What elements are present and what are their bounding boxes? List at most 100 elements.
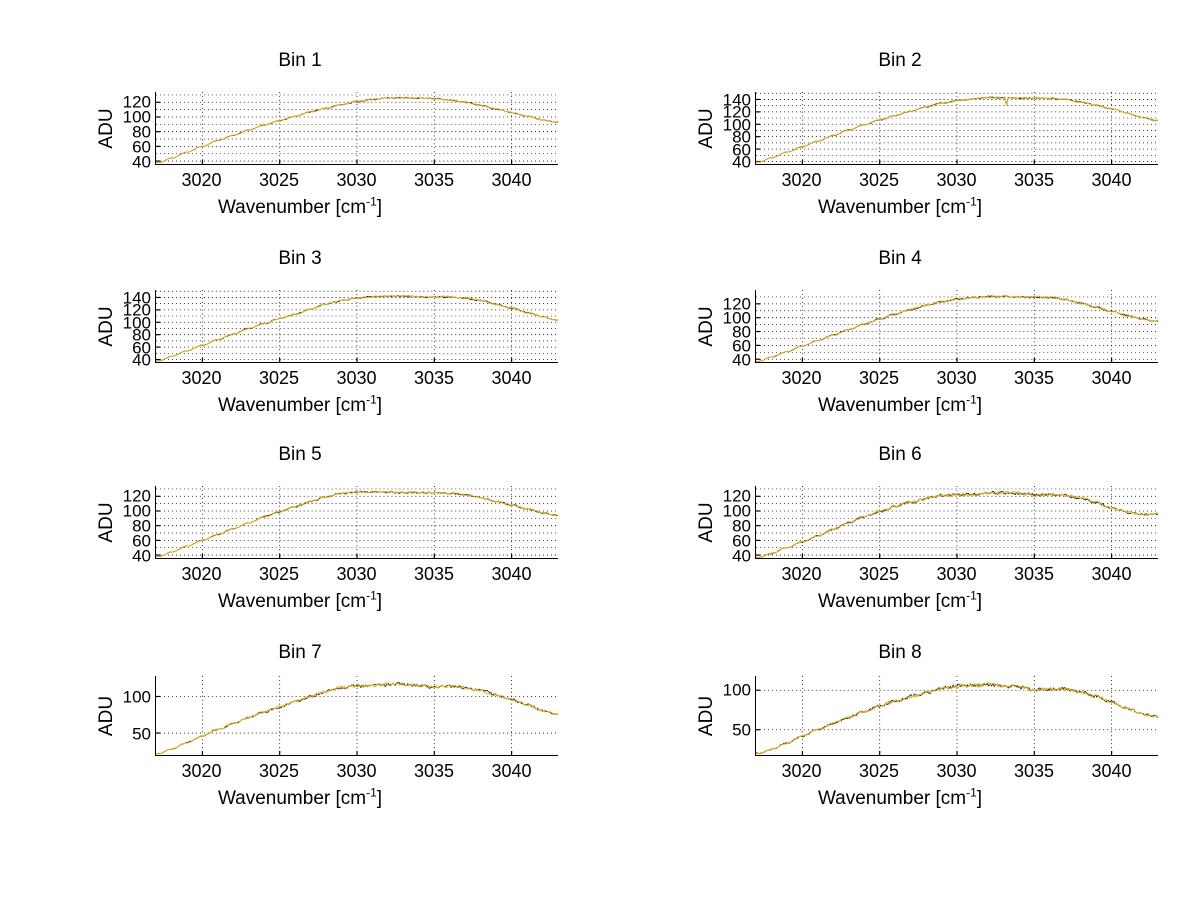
x-tick-label: 3040	[491, 564, 532, 584]
y-tick-label: 140	[722, 90, 751, 110]
x-tick-label: 3025	[258, 564, 300, 584]
subplot-title: Bin 6	[878, 444, 922, 465]
x-tick-label-group: 3020 3025 3030 3035 3040	[755, 368, 1158, 392]
x-axis-label-exponent: -1	[966, 194, 977, 209]
x-axis-label-bracket: ]	[376, 591, 383, 612]
subplot-title: Bin 5	[278, 444, 322, 465]
y-tick-label: 80	[732, 127, 751, 147]
x-tick-label: 3025	[258, 368, 300, 388]
x-tick-label: 3040	[491, 368, 532, 388]
x-axis-label-bracket: ]	[376, 395, 383, 416]
subplot-bin-4: Bin 4 ADU 40 60 80 100 120 3020 3025 3030 3035 3040…	[600, 238, 1200, 436]
y-tick-label: 100	[722, 115, 751, 135]
x-axis-label: Wavenumber [cm-1]	[600, 590, 1200, 613]
x-axis-label-text: Wavenumber [cm	[217, 395, 367, 416]
plot-canvas	[155, 676, 559, 755]
x-axis-label: Wavenumber [cm-1]	[600, 785, 1200, 810]
y-tick-label: 80	[132, 325, 151, 345]
y-tick-label: 140	[122, 288, 151, 308]
x-tick-label: 3025	[858, 368, 900, 388]
axes-area	[755, 290, 1159, 363]
subplot-bin-5: Bin 5 ADU 40 60 80 100 120 3020 3025 3030 3035 3040…	[0, 434, 600, 632]
y-tick-label: 120	[122, 300, 151, 320]
axes-area	[755, 486, 1159, 559]
x-axis-label-exponent: -1	[366, 588, 377, 603]
x-tick-label: 3030	[336, 564, 377, 584]
y-tick-label: 40	[132, 152, 151, 172]
x-tick-label-group: 3020 3025 3030 3035 3040	[155, 761, 558, 785]
x-tick-label-group: 3020 3025 3030 3035 3040	[155, 170, 558, 194]
x-tick-label: 3020	[781, 368, 822, 388]
axes-area	[755, 92, 1159, 165]
y-tick-label: 40	[732, 350, 751, 370]
spectrum-trace-dark	[155, 294, 559, 362]
x-tick-label: 3020	[181, 368, 222, 388]
y-tick-label-group: 40 60 80 100 120 140	[108, 288, 153, 369]
x-axis-label-bracket: ]	[376, 788, 383, 809]
x-axis-label: Wavenumber [cm-1]	[600, 194, 1200, 219]
x-tick-label: 3020	[781, 564, 822, 584]
spectrum-trace	[755, 681, 1159, 755]
y-tick-label: 100	[122, 687, 151, 707]
subplot-title: Bin 4	[878, 248, 922, 269]
x-tick-label-group: 3020 3025 3030 3035 3040	[755, 564, 1158, 588]
x-tick-label-group: 3020 3025 3030 3035 3040	[155, 368, 558, 392]
x-tick-label: 3030	[336, 761, 377, 781]
x-axis-label: Wavenumber [cm-1]	[600, 392, 1200, 417]
x-axis-label-bracket: ]	[376, 197, 383, 218]
x-tick-label: 3030	[936, 368, 977, 388]
x-tick-label: 3025	[858, 761, 900, 781]
x-tick-label: 3035	[1013, 368, 1055, 388]
axes-area	[755, 676, 1159, 756]
plot-canvas	[755, 486, 1159, 559]
subplot-title: Bin 8	[878, 642, 922, 663]
y-tick-label: 80	[732, 516, 751, 536]
x-tick-label: 3035	[413, 761, 455, 781]
x-axis-label: Wavenumber [cm-1]	[0, 785, 600, 810]
plot-canvas	[155, 486, 559, 558]
x-tick-label: 3025	[258, 170, 300, 190]
subplot-bin-1: Bin 1 ADU 40 60 80 100 120 3020 3025 3030 3035 3040…	[0, 40, 600, 238]
spectrum-trace	[155, 490, 559, 558]
y-tick-label-group: 40 60 80 100 120	[708, 486, 753, 565]
y-tick-label: 60	[132, 137, 151, 157]
x-tick-label: 3020	[781, 761, 822, 781]
axes-area	[155, 92, 559, 165]
x-tick-label: 3020	[181, 761, 222, 781]
y-tick-label: 80	[732, 322, 751, 342]
x-tick-label: 3035	[1013, 761, 1055, 781]
spectrum-trace-dark	[755, 295, 1159, 362]
spectrum-trace-dark	[155, 96, 559, 163]
plot-canvas	[755, 92, 1159, 164]
y-tick-label: 100	[722, 501, 751, 521]
x-tick-label: 3040	[1091, 368, 1132, 388]
x-axis-label-text: Wavenumber [cm	[217, 788, 367, 809]
y-tick-label: 100	[122, 501, 151, 521]
x-axis-label: Wavenumber [cm-1]	[0, 196, 600, 219]
axes-area	[155, 486, 559, 559]
subplot-title: Bin 3	[278, 248, 322, 269]
x-axis-label-text: Wavenumber [cm	[217, 197, 367, 218]
axes-area	[155, 290, 559, 363]
x-tick-label: 3030	[336, 170, 377, 190]
y-tick-label: 40	[732, 152, 751, 172]
x-axis-label-exponent: -1	[366, 785, 377, 800]
x-tick-label-group: 3020 3025 3030 3035 3040	[755, 170, 1158, 194]
x-axis-label-bracket: ]	[976, 591, 983, 612]
y-tick-label-group: 50 100	[708, 676, 753, 756]
x-tick-label: 3030	[936, 761, 977, 781]
y-tick-label: 100	[122, 107, 151, 127]
spectrum-trace	[155, 682, 559, 755]
x-tick-label: 3030	[336, 368, 377, 388]
x-axis-label-exponent: -1	[966, 785, 977, 800]
x-axis-label-exponent: -1	[966, 392, 977, 407]
y-tick-label-group: 40 60 80 100 120	[108, 486, 153, 565]
y-tick-label: 80	[132, 516, 151, 536]
spectrum-trace	[755, 490, 1159, 559]
x-axis-label-text: Wavenumber [cm	[217, 591, 367, 612]
subplot-bin-7: Bin 7 ADU 50 100 3020 3025 3030 3035 3040 Wavenum…	[0, 632, 600, 830]
y-tick-label: 60	[732, 140, 751, 160]
x-tick-label: 3040	[1091, 170, 1132, 190]
x-tick-label: 3020	[181, 564, 222, 584]
x-axis-label-bracket: ]	[976, 788, 983, 809]
